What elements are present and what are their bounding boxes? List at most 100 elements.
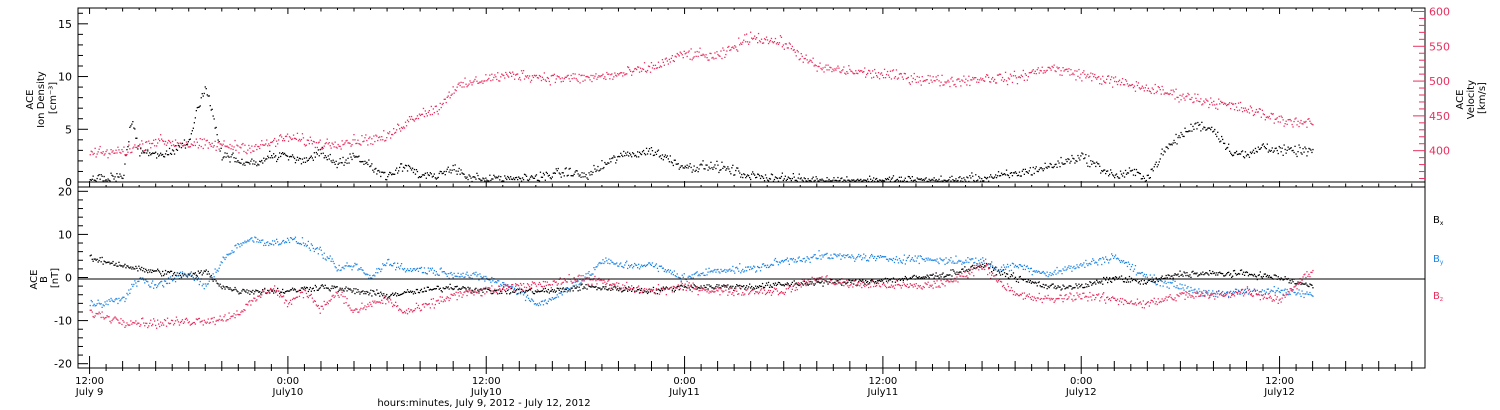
data-point <box>206 283 208 285</box>
data-point <box>558 172 560 174</box>
data-point <box>373 290 375 293</box>
data-point <box>240 242 242 245</box>
data-point <box>663 288 665 290</box>
data-point <box>497 280 499 282</box>
density-tick-label: 0 <box>65 176 72 189</box>
data-point <box>1194 93 1196 95</box>
data-point <box>271 243 273 245</box>
data-point <box>320 152 322 155</box>
data-point <box>882 77 885 79</box>
data-point <box>719 272 721 274</box>
data-point <box>190 143 192 145</box>
data-point <box>551 297 553 299</box>
data-point <box>1293 120 1295 123</box>
data-point <box>856 285 858 287</box>
data-point <box>1312 124 1314 126</box>
data-point <box>693 56 695 58</box>
data-point <box>941 273 943 275</box>
data-point <box>298 243 301 245</box>
data-point <box>673 60 675 63</box>
data-point <box>1229 102 1231 104</box>
data-point <box>744 288 746 290</box>
data-point <box>942 272 944 274</box>
data-point <box>704 274 706 277</box>
data-point <box>1261 289 1263 291</box>
data-point <box>150 286 152 288</box>
data-point <box>706 57 708 59</box>
data-point <box>953 262 955 264</box>
data-point <box>1171 144 1173 146</box>
data-point <box>1139 173 1141 175</box>
data-point <box>971 79 973 81</box>
data-point <box>829 180 831 182</box>
data-point <box>186 144 189 146</box>
data-point <box>400 163 403 165</box>
data-point <box>1190 276 1192 278</box>
data-point <box>168 140 171 142</box>
data-point <box>1189 290 1191 292</box>
data-point <box>529 300 532 303</box>
data-point <box>1064 69 1066 71</box>
data-point <box>1104 261 1106 263</box>
data-point <box>104 301 106 303</box>
data-point <box>697 287 699 289</box>
data-point <box>699 275 701 277</box>
data-point <box>1200 295 1202 297</box>
data-point <box>1029 167 1031 169</box>
data-point <box>893 180 896 183</box>
data-point <box>1254 275 1257 277</box>
data-point <box>1263 114 1265 116</box>
data-point <box>1101 170 1103 172</box>
data-point <box>235 244 237 246</box>
data-point <box>1044 284 1046 286</box>
data-point <box>240 162 242 164</box>
data-point <box>753 173 755 175</box>
data-point <box>950 180 952 182</box>
data-point <box>667 63 669 65</box>
data-point <box>683 273 685 275</box>
data-point <box>569 80 571 82</box>
data-point <box>286 237 289 239</box>
data-point <box>1307 285 1309 287</box>
data-point <box>495 290 497 292</box>
data-point <box>1142 87 1144 89</box>
data-point <box>351 291 353 293</box>
data-point <box>191 130 193 132</box>
data-point <box>333 146 335 148</box>
data-point <box>786 178 788 180</box>
data-point <box>1031 274 1033 276</box>
data-point <box>802 180 804 182</box>
data-point <box>487 180 489 182</box>
data-point <box>768 286 771 288</box>
data-point <box>1068 158 1070 161</box>
data-point <box>445 170 447 173</box>
data-point <box>1056 66 1058 68</box>
data-point <box>149 286 151 288</box>
data-point <box>98 174 100 176</box>
data-point <box>1226 273 1228 275</box>
data-point <box>751 268 753 270</box>
data-point <box>218 285 220 287</box>
data-point <box>341 162 343 164</box>
data-point <box>1086 263 1088 265</box>
data-point <box>141 266 143 269</box>
data-point <box>370 165 372 167</box>
data-point <box>401 268 404 270</box>
data-point <box>874 68 876 71</box>
data-point <box>446 168 448 170</box>
data-point <box>498 289 500 291</box>
data-point <box>1090 72 1092 74</box>
data-point <box>218 148 220 150</box>
data-point <box>901 262 903 264</box>
data-point <box>671 289 673 291</box>
data-point <box>915 260 917 262</box>
data-point <box>472 290 474 292</box>
data-point <box>735 169 737 172</box>
data-point <box>785 43 787 45</box>
data-point <box>914 78 916 81</box>
data-point <box>1130 266 1133 268</box>
data-point <box>303 157 306 159</box>
data-point <box>1305 120 1307 123</box>
data-point <box>1132 87 1135 89</box>
data-point <box>763 38 766 40</box>
